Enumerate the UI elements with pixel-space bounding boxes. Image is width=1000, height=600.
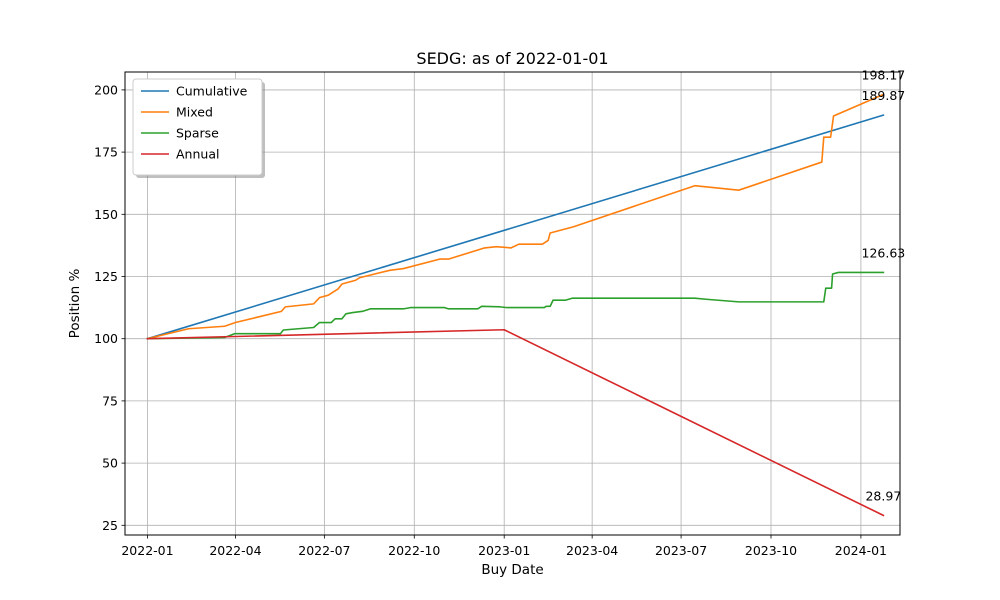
end-label-sparse: 126.63 bbox=[862, 245, 906, 260]
axes: 2022-01 2022-04 2022-07 2022-10 2023-01 2023-… bbox=[94, 82, 887, 558]
y-tick-label: 100 bbox=[94, 331, 118, 346]
x-tick-label: 2023-04 bbox=[566, 543, 618, 558]
gridlines bbox=[125, 72, 900, 535]
legend-label-cumulative: Cumulative bbox=[176, 84, 248, 99]
series-line-mixed bbox=[146, 93, 885, 340]
x-tick-label: 2022-04 bbox=[209, 543, 261, 558]
end-value-labels: 189.87 198.17 126.63 28.97 bbox=[862, 67, 906, 503]
y-tick-label: 125 bbox=[94, 269, 118, 284]
legend: Cumulative Mixed Sparse Annual bbox=[132, 78, 265, 178]
series-line-cumulative bbox=[146, 114, 885, 340]
y-tick-label: 150 bbox=[94, 207, 118, 222]
x-tick-label: 2023-01 bbox=[478, 543, 530, 558]
x-tick-label: 2022-07 bbox=[298, 543, 350, 558]
x-tick-label: 2023-10 bbox=[745, 543, 797, 558]
y-tick-label: 25 bbox=[102, 518, 118, 533]
x-tick-label: 2022-01 bbox=[121, 543, 173, 558]
y-tick-label: 50 bbox=[102, 456, 118, 471]
series-line-annual bbox=[146, 328, 885, 517]
end-label-annual: 28.97 bbox=[865, 488, 901, 503]
plot-area-frame bbox=[124, 71, 901, 536]
legend-label-annual: Annual bbox=[176, 147, 219, 162]
legend-box bbox=[132, 78, 263, 176]
series-lines bbox=[146, 93, 885, 517]
x-tick-label: 2022-10 bbox=[388, 543, 440, 558]
x-axis-label: Buy Date bbox=[481, 562, 543, 578]
y-tick-label: 75 bbox=[102, 393, 118, 408]
y-tick-label: 200 bbox=[94, 82, 118, 97]
chart-title: SEDG: as of 2022-01-01 bbox=[416, 49, 608, 68]
legend-label-mixed: Mixed bbox=[176, 105, 213, 120]
y-tick-label: 175 bbox=[94, 145, 118, 160]
y-axis-label: Position % bbox=[67, 268, 83, 338]
x-tick-label: 2023-07 bbox=[655, 543, 707, 558]
x-tick-label: 2024-01 bbox=[835, 543, 887, 558]
legend-label-sparse: Sparse bbox=[176, 126, 219, 141]
end-label-cumulative: 189.87 bbox=[862, 88, 906, 103]
series-line-sparse bbox=[146, 271, 885, 340]
end-label-mixed: 198.17 bbox=[862, 67, 906, 82]
